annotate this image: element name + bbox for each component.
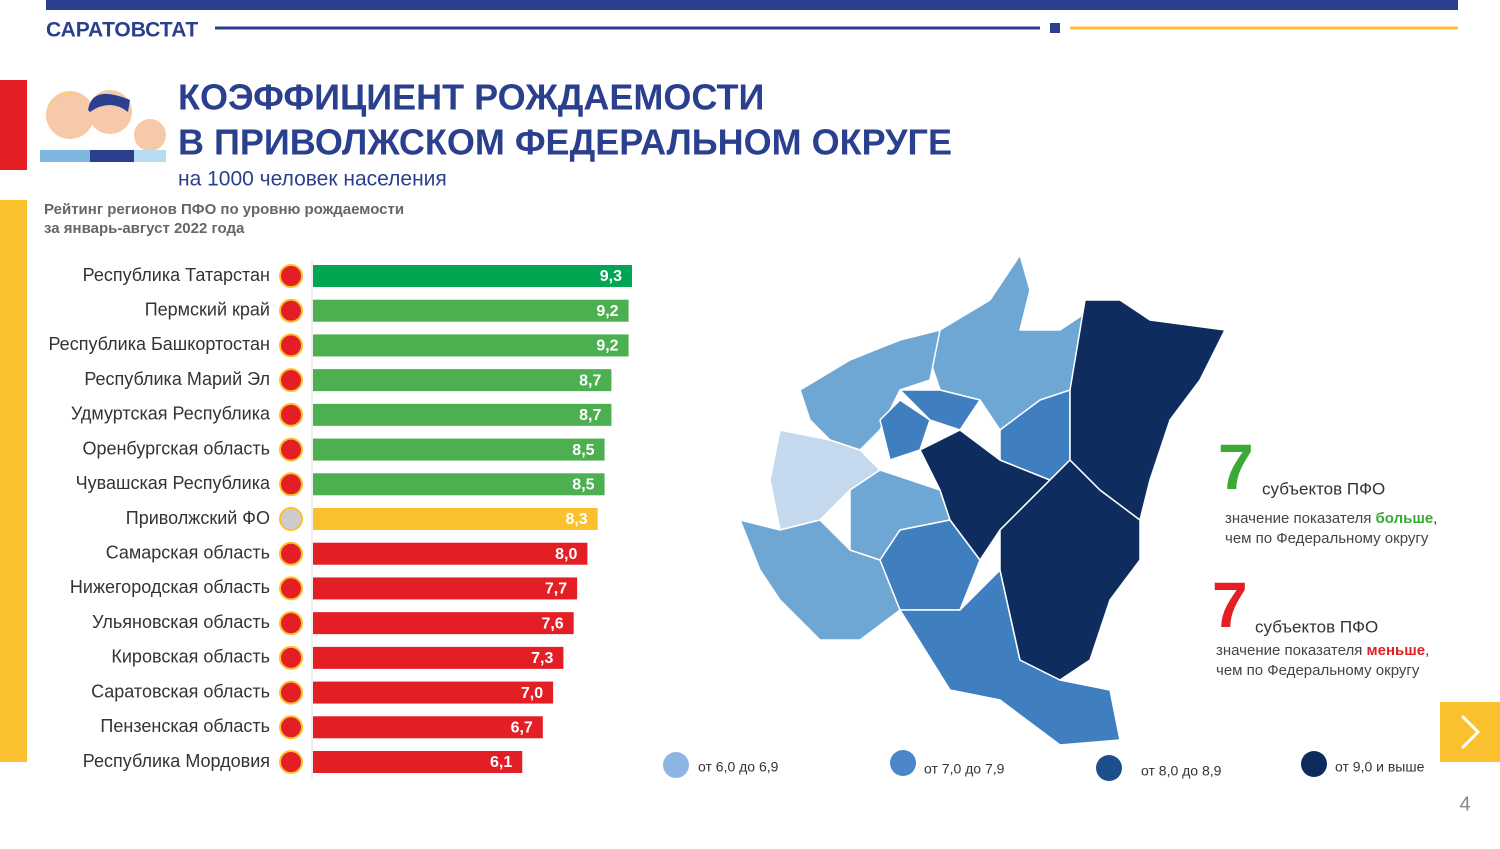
legend-label: от 9,0 и выше <box>1335 759 1425 775</box>
bar-chart: Республика Татарстан 9,3 Пермский край 9,2 Р… <box>48 260 632 778</box>
emblem <box>279 472 303 497</box>
value-label: 9,3 <box>600 268 622 285</box>
next-button[interactable] <box>1440 702 1500 762</box>
bar <box>313 334 629 357</box>
category-label: Кировская область <box>111 647 270 667</box>
value-label: 8,0 <box>555 546 577 563</box>
category-label: Республика Татарстан <box>83 265 270 285</box>
value-label: 7,7 <box>545 581 567 598</box>
emblem <box>279 298 303 323</box>
value-label: 8,5 <box>572 477 594 494</box>
value-label: 6,1 <box>490 754 512 771</box>
map-region <box>1069 299 1226 521</box>
value-label: 8,5 <box>572 442 594 459</box>
next-arrow[interactable] <box>1460 714 1481 750</box>
summary-count: 7 <box>1212 569 1248 641</box>
value-label: 9,2 <box>596 338 618 355</box>
category-label: Республика Марий Эл <box>84 369 270 389</box>
category-label: Пермский край <box>145 299 270 319</box>
category-label: Пензенская область <box>100 716 270 736</box>
emblem <box>279 264 303 288</box>
value-label: 7,6 <box>541 615 563 632</box>
map-region <box>899 569 1121 746</box>
emblem <box>279 750 303 774</box>
value-label: 8,3 <box>565 511 587 528</box>
legend-swatch <box>1301 751 1327 777</box>
bar <box>313 403 612 426</box>
legend-swatch <box>890 750 916 776</box>
emblem <box>279 437 303 462</box>
legend-label: от 8,0 до 8,9 <box>1141 763 1222 779</box>
emblem <box>279 333 303 358</box>
emblem <box>279 680 303 705</box>
chart-title: за январь-август 2022 года <box>44 220 245 237</box>
value-label: 7,0 <box>521 685 543 702</box>
legend-swatch <box>1096 755 1122 781</box>
summary-text: значение показателя больше, <box>1225 510 1437 527</box>
bar <box>313 508 598 530</box>
page-number: 4 <box>1459 793 1470 815</box>
map <box>739 254 1226 746</box>
next-button-bg[interactable] <box>1440 702 1500 762</box>
emblem <box>279 611 303 636</box>
emblem <box>279 402 303 427</box>
category-label: Удмуртская Республика <box>71 404 271 424</box>
category-label: Республика Мордовия <box>83 751 270 771</box>
emblem <box>279 368 303 393</box>
summary-unit: субъектов ПФО <box>1255 617 1378 636</box>
bar <box>313 265 632 287</box>
title: КОЭФФИЦИЕНТ РОЖДАЕМОСТИ <box>178 77 764 118</box>
bar <box>313 646 564 669</box>
bar <box>313 369 612 392</box>
bar <box>313 299 629 322</box>
title: В ПРИВОЛЖСКОМ ФЕДЕРАЛЬНОМ ОКРУГЕ <box>178 122 952 163</box>
bar <box>313 716 543 739</box>
map-region <box>879 399 931 461</box>
chart-title: Рейтинг регионов ПФО по уровню рождаемос… <box>44 201 404 218</box>
summary-text: чем по Федеральному округу <box>1225 530 1429 547</box>
legend-label: от 6,0 до 6,9 <box>698 759 779 775</box>
value-label: 8,7 <box>579 407 601 424</box>
emblem <box>279 541 303 566</box>
accent-bar <box>0 200 27 762</box>
subtitle: на 1000 человек населения <box>178 168 447 191</box>
emblem <box>279 645 303 670</box>
bar <box>313 681 554 704</box>
summary-text: значение показателя меньше, <box>1216 642 1429 659</box>
emblem <box>279 576 303 601</box>
family-icon <box>40 90 166 162</box>
summary-unit: субъектов ПФО <box>1262 479 1385 498</box>
accent-bar <box>0 80 27 170</box>
legend-swatch <box>663 752 689 778</box>
value-label: 8,7 <box>579 372 601 389</box>
bar <box>313 577 578 600</box>
category-label: Оренбургская область <box>82 438 270 458</box>
category-label: Самарская область <box>106 542 270 562</box>
bar <box>313 542 588 565</box>
category-label: Приволжский ФО <box>126 508 270 528</box>
bar <box>313 751 523 773</box>
emblem <box>279 715 303 740</box>
emblem <box>279 507 303 531</box>
top-bar <box>46 0 1458 10</box>
category-label: Саратовская область <box>91 681 270 701</box>
brand: САРАТОВСТАТ <box>46 19 198 42</box>
value-label: 9,2 <box>596 303 618 320</box>
bar <box>313 438 605 461</box>
category-label: Ульяновская область <box>92 612 270 632</box>
rule-square <box>1050 23 1060 33</box>
value-label: 7,3 <box>531 650 553 667</box>
bar <box>313 612 574 635</box>
category-label: Республика Башкортостан <box>48 334 270 354</box>
summary-text: чем по Федеральному округу <box>1216 662 1420 679</box>
category-label: Нижегородская область <box>70 577 270 597</box>
map-region <box>899 389 981 431</box>
bar <box>313 473 605 496</box>
legend-label: от 7,0 до 7,9 <box>924 761 1005 777</box>
value-label: 6,7 <box>511 720 533 737</box>
summary-count: 7 <box>1218 431 1254 503</box>
category-label: Чувашская Республика <box>76 473 271 493</box>
